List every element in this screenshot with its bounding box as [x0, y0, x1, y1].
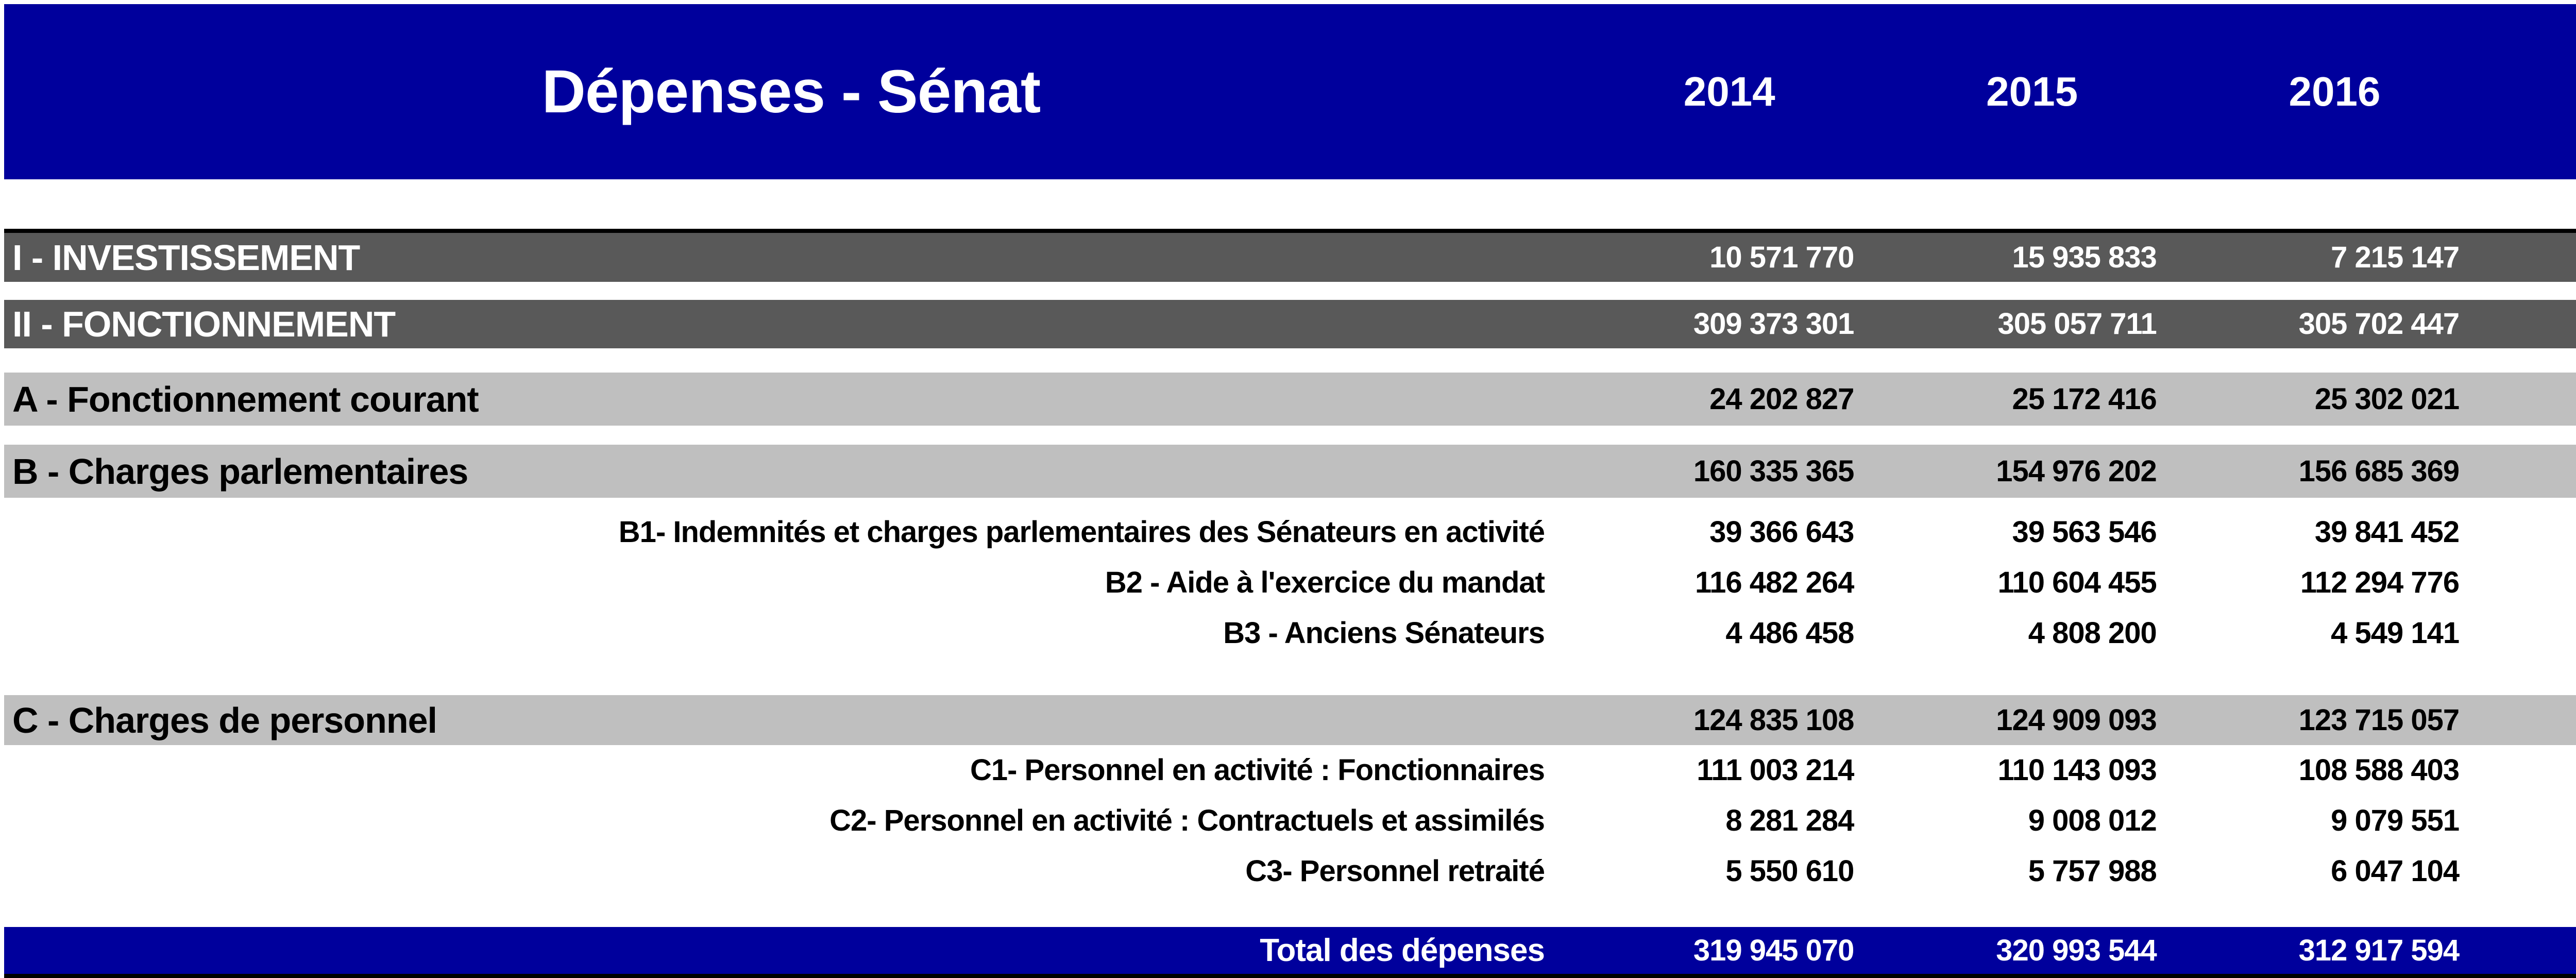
value-cell: 160 514 344 [2486, 457, 2576, 486]
row-label: II - FONCTIONNEMENT [12, 304, 396, 344]
value-cell: 123 594 894 [2486, 705, 2576, 735]
value-cell: 312 917 594 [2298, 933, 2460, 967]
value-cell: 39 841 452 [2314, 515, 2460, 549]
table-row-c2: C2- Personnel en activité : Contractuels… [4, 796, 2576, 846]
value-cell: 333 256 702 [2486, 936, 2576, 966]
value-cell: 4 486 458 [1725, 616, 1854, 650]
value-cell: 160 335 365 [1693, 454, 1855, 488]
value-cell: 25 302 021 [2314, 382, 2460, 416]
value-cell: 8 281 284 [1725, 804, 1854, 837]
table-row-investissement: I - INVESTISSEMENT 10 571 770 15 935 833… [4, 229, 2576, 282]
value-cell: 5 757 988 [2028, 854, 2157, 888]
value-cell: 305 702 447 [2298, 307, 2460, 341]
table-row-c3: C3- Personnel retraité 5 550 610 5 757 9… [4, 846, 2576, 897]
value-cell: 24 202 827 [1709, 382, 1854, 416]
row-label: A - Fonctionnement courant [12, 379, 479, 419]
value-cell: 39 563 546 [2012, 515, 2157, 549]
value-cell: 23 896 707 [2486, 243, 2576, 273]
row-label: B3 - Anciens Sénateurs [1223, 616, 1545, 650]
value-cell: 9 079 551 [2331, 804, 2460, 837]
table-row-charges-parlementaires: B - Charges parlementaires 160 335 365 1… [4, 445, 2576, 498]
value-cell: 7 215 147 [2331, 240, 2460, 274]
value-cell: 4 685 657 [2486, 618, 2576, 648]
value-cell: 115 422 794 [2486, 568, 2576, 598]
row-label: Total des dépenses [1260, 932, 1545, 968]
value-cell: 123 715 057 [2298, 703, 2460, 737]
page-title: Dépenses - Sénat [541, 58, 1041, 126]
table-row-fonctionnement: II - FONCTIONNEMENT 309 373 301 305 057 … [4, 300, 2576, 348]
table-row-fonctionnement-courant: A - Fonctionnement courant 24 202 827 25… [4, 373, 2576, 426]
value-cell: 124 909 093 [1996, 703, 2157, 737]
value-cell: 110 143 093 [1997, 753, 2157, 787]
value-cell: 112 294 776 [2300, 566, 2460, 599]
row-label: B2 - Aide à l'exercice du mandat [1105, 566, 1545, 599]
row-label: B1- Indemnités et charges parlementaires… [618, 515, 1545, 549]
value-cell: 5 550 610 [1725, 854, 1854, 888]
value-cell: 15 935 833 [2012, 240, 2157, 274]
value-cell: 319 945 070 [1693, 933, 1855, 967]
value-cell: 4 549 141 [2331, 616, 2460, 650]
value-cell: 124 835 108 [1693, 703, 1855, 737]
value-cell: 6 047 104 [2331, 854, 2460, 888]
value-cell: 10 571 770 [1709, 240, 1854, 274]
row-label: C2- Personnel en activité : Contractuels… [829, 804, 1545, 837]
value-cell: 156 685 369 [2298, 454, 2460, 488]
table-row-b2: B2 - Aide à l'exercice du mandat 116 482… [4, 558, 2576, 608]
value-cell: 4 808 200 [2028, 616, 2157, 650]
year-header-2017: 2017 [2486, 71, 2576, 112]
row-label: C1- Personnel en activité : Fonctionnair… [970, 753, 1545, 787]
value-cell: 25 172 416 [2012, 382, 2157, 416]
value-cell: 154 976 202 [1996, 454, 2157, 488]
value-cell: 25 250 756 [2486, 384, 2576, 414]
value-cell: 108 588 403 [2298, 753, 2460, 787]
value-cell: 9 008 012 [2028, 804, 2157, 837]
table-header: Dépenses - Sénat 2014 2015 2016 2017 201… [4, 4, 2576, 179]
row-label: B - Charges parlementaires [12, 451, 468, 492]
table-row-b3: B3 - Anciens Sénateurs 4 486 458 4 808 2… [4, 608, 2576, 659]
row-label: C3- Personnel retraité [1245, 854, 1545, 888]
value-cell: 309 373 301 [1693, 307, 1855, 341]
value-cell: 111 003 214 [1697, 753, 1854, 787]
value-cell: 305 057 711 [1997, 307, 2157, 341]
year-header-2015: 2015 [1986, 69, 2078, 114]
year-header-2016: 2016 [2289, 69, 2381, 114]
value-cell: 309 359 995 [2486, 309, 2576, 339]
value-cell: 320 993 544 [1996, 933, 2157, 967]
value-cell: 39 366 643 [1709, 515, 1854, 549]
table-row-b1: B1- Indemnités et charges parlementaires… [4, 507, 2576, 558]
year-header-2014: 2014 [1683, 69, 1775, 114]
table-row-total: Total des dépenses 319 945 070 320 993 5… [4, 927, 2576, 978]
value-cell: 6 154 700 [2486, 856, 2576, 886]
table-row-charges-de-personnel: C - Charges de personnel 124 835 108 124… [4, 695, 2576, 745]
value-cell: 108 414 214 [2486, 755, 2576, 785]
value-cell: 116 482 264 [1695, 566, 1854, 599]
row-label: I - INVESTISSEMENT [12, 237, 360, 278]
table-row-c1: C1- Personnel en activité : Fonctionnair… [4, 745, 2576, 796]
row-label: C - Charges de personnel [12, 700, 437, 740]
value-cell: 110 604 455 [1997, 566, 2157, 599]
value-cell: 9 025 980 [2486, 806, 2576, 836]
value-cell: 40 405 894 [2486, 517, 2576, 547]
